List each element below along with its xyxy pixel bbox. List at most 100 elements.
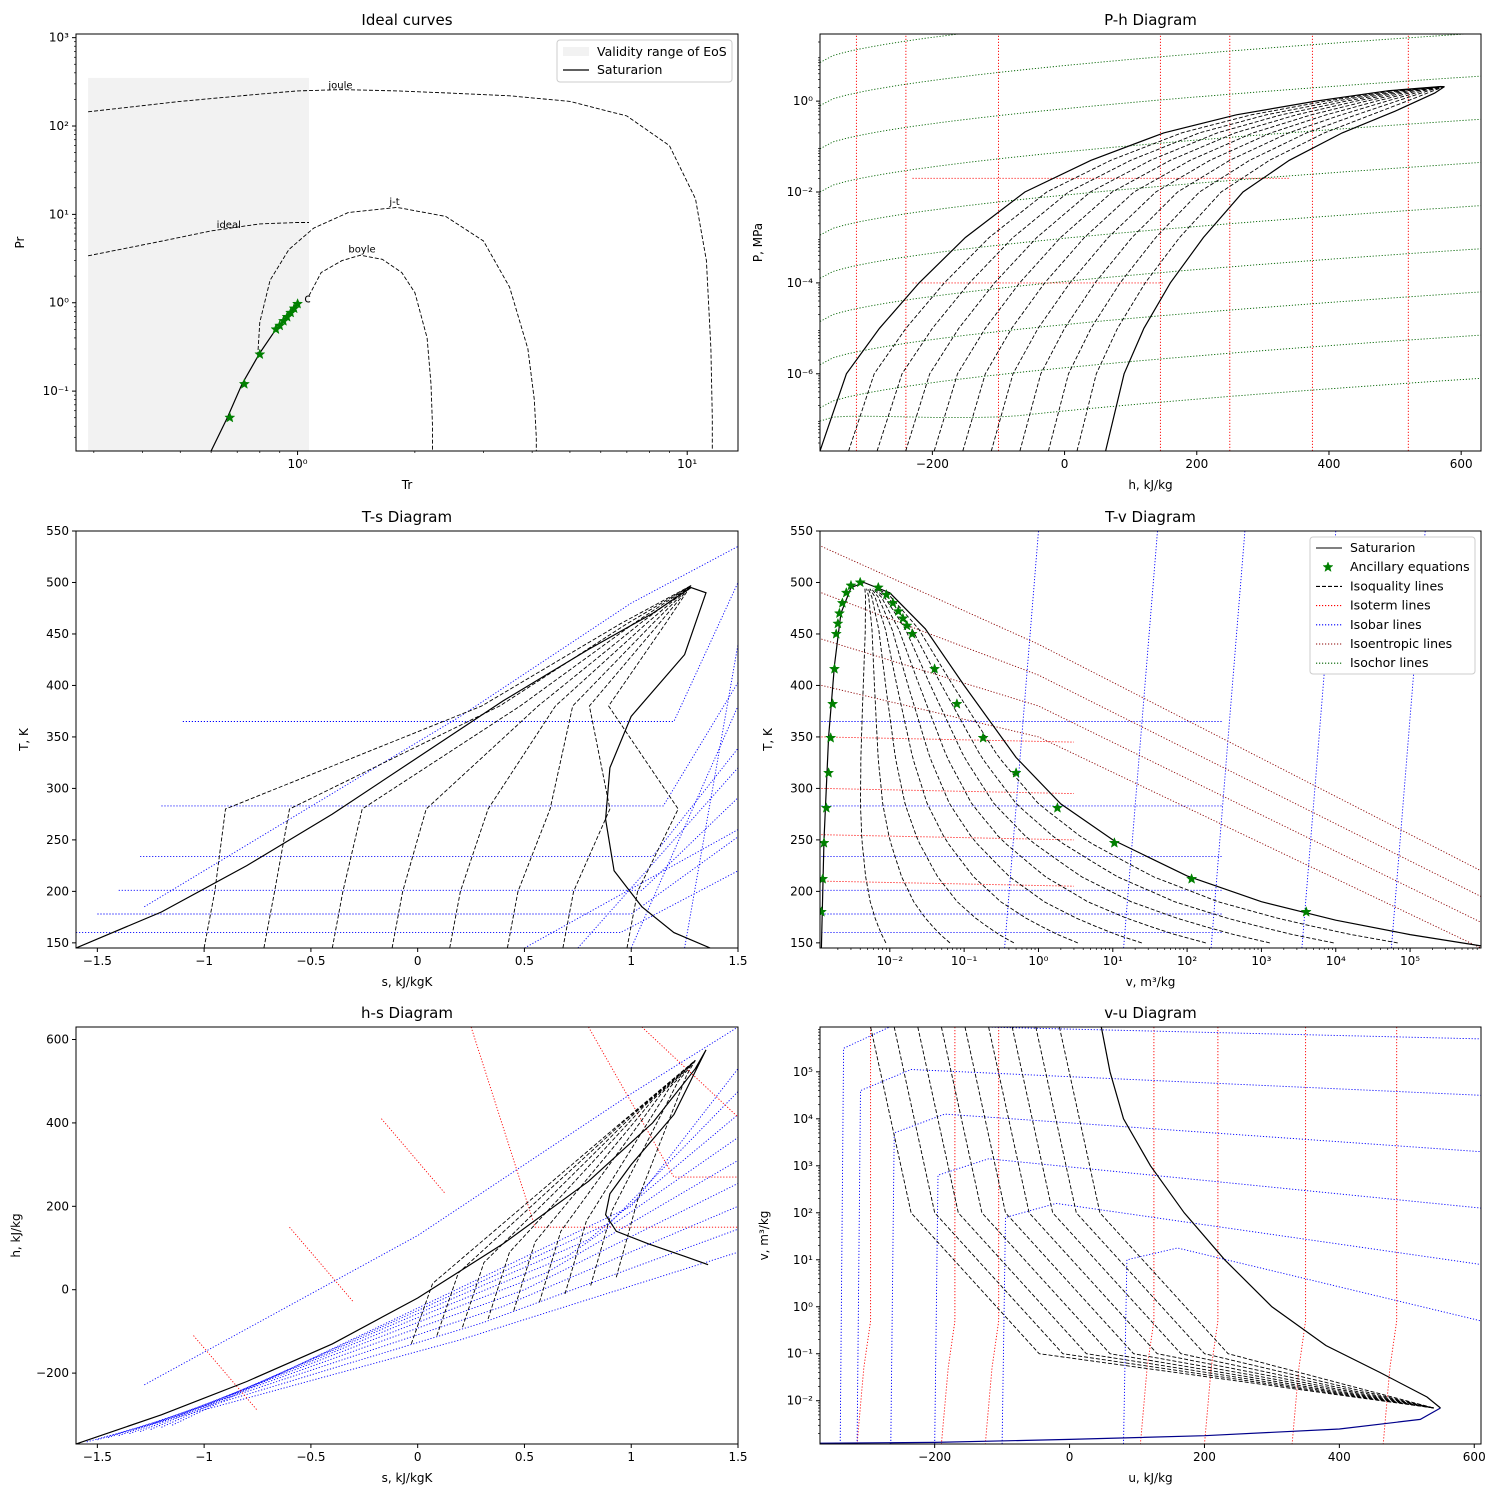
- ancillary-point: [840, 586, 852, 598]
- p3-ytick-label: 350: [46, 730, 69, 744]
- isochor-line: [820, 334, 1481, 409]
- p3-ytick-label: 500: [46, 575, 69, 589]
- p4-axes-frame: [819, 530, 1482, 949]
- isoquality-line: [1047, 86, 1445, 451]
- isoquality-line: [848, 86, 1442, 451]
- p6-xtick-label: 400: [1328, 1450, 1351, 1464]
- isoquality-line: [871, 588, 1142, 944]
- ancillary-point: [820, 802, 832, 813]
- isobar-line: [1210, 531, 1246, 948]
- curve-boyle: [308, 254, 433, 451]
- isotherm-line: [193, 1335, 258, 1411]
- p5-ytick-label: 400: [46, 1116, 69, 1130]
- p6-xtick-label: 0: [1066, 1450, 1074, 1464]
- isobar-line: [1001, 1202, 1481, 1444]
- ancillary-point: [887, 597, 899, 608]
- annotation-ideal: ideal: [217, 220, 241, 231]
- p3-xtick-label: 1: [627, 954, 635, 968]
- isoquality-line: [867, 588, 1015, 944]
- curve-j-t: [257, 206, 537, 451]
- isoquality-line: [933, 86, 1443, 451]
- ancillary-point: [901, 619, 913, 631]
- p1-xtick-label: 10⁰: [288, 457, 308, 471]
- p4-ytick-label: 450: [790, 627, 813, 641]
- p3-ytick-label: 250: [46, 833, 69, 847]
- p5-axes-frame: [75, 1026, 739, 1445]
- p1-title: Ideal curves: [361, 11, 452, 29]
- isobar-line: [630, 705, 738, 948]
- p6-plot-area: [820, 1027, 1481, 1444]
- isoquality-line: [1076, 86, 1445, 451]
- isoquality-line: [562, 585, 692, 948]
- isoquality-line: [263, 585, 692, 948]
- isobar-line: [577, 767, 738, 948]
- p5-title: h-s Diagram: [361, 1004, 453, 1022]
- p4-ytick-label: 400: [790, 678, 813, 692]
- isotherm-line: [470, 1027, 738, 1228]
- ancillary-point: [1010, 767, 1022, 778]
- ancillary-point: [828, 663, 841, 674]
- p3-xtick-label: −1: [195, 954, 213, 968]
- p5-xlabel: s, kJ/kgK: [382, 1471, 434, 1485]
- annotation-joule: joule: [327, 81, 352, 92]
- p6-ylabel: v, m³/kg: [757, 1211, 771, 1261]
- p5-ytick-label: 0: [61, 1283, 69, 1297]
- p4-ytick-label: 350: [790, 730, 813, 744]
- ancillary-point: [906, 628, 918, 639]
- isoquality-line: [487, 1060, 696, 1320]
- p4-ytick-label: 500: [790, 575, 813, 589]
- curve-joule: [88, 89, 713, 451]
- legend-label-saturation: Saturarion: [1350, 540, 1415, 555]
- isobar-line: [1123, 1247, 1481, 1444]
- isoquality-line: [1058, 1027, 1434, 1409]
- isoquality-line: [436, 1060, 696, 1336]
- p2-xtick-label: 0: [1061, 457, 1069, 471]
- p5-ylabel: h, kJ/kg: [9, 1213, 23, 1257]
- ancillary-point: [977, 732, 989, 743]
- annotation-boyle: boyle: [348, 245, 375, 256]
- p4-ytick-label: 300: [790, 781, 813, 795]
- isoquality-line: [893, 1027, 1434, 1409]
- isoquality-line: [905, 86, 1443, 451]
- isoquality-line: [866, 588, 951, 944]
- p4-xtick-label: 10⁴: [1326, 954, 1346, 968]
- ancillary-point: [951, 698, 963, 709]
- ancillary-point: [892, 605, 904, 617]
- p4-xtick-label: 10²: [1177, 954, 1197, 968]
- p6-ytick-label: 10¹: [793, 1253, 813, 1267]
- p4-title: T-v Diagram: [1104, 508, 1196, 526]
- p5-xtick-label: −1: [195, 1450, 213, 1464]
- isobar-line: [856, 1069, 1481, 1444]
- isentropic-line: [821, 592, 1481, 897]
- ancillary-point: [1300, 906, 1312, 917]
- isoquality-line: [1011, 1027, 1434, 1409]
- ancillary-point: [825, 732, 837, 743]
- isentropic-line: [821, 545, 1481, 872]
- p2-title: P-h Diagram: [1104, 11, 1197, 29]
- isobar-line: [150, 1114, 738, 1430]
- p6-ytick-label: 10⁻²: [787, 1394, 814, 1408]
- isobar-line: [86, 1251, 738, 1443]
- isobar-line: [1004, 531, 1039, 948]
- isobar-line: [171, 1068, 738, 1426]
- p2-ytick-label: 10⁰: [793, 94, 813, 108]
- p3-ytick-label: 150: [46, 936, 69, 950]
- p4-plot-area: [820, 531, 1481, 948]
- isobar-line: [97, 836, 738, 915]
- p5-xtick-label: 0.5: [515, 1450, 534, 1464]
- isochor-line: [820, 34, 1472, 106]
- p2-xlabel: h, kJ/kg: [1128, 478, 1172, 492]
- p2-ytick-label: 10⁻²: [787, 185, 814, 199]
- p2-xtick-label: 200: [1185, 457, 1208, 471]
- isotherm-line: [641, 1027, 738, 1128]
- ancillary-point: [1051, 802, 1064, 813]
- ancillary-point: [274, 319, 286, 331]
- p5-xtick-label: 0: [414, 1450, 422, 1464]
- p6-axes-frame: [819, 1026, 1482, 1445]
- p6-title: v-u Diagram: [1104, 1004, 1197, 1022]
- p5-ytick-label: 600: [46, 1033, 69, 1047]
- p2-xtick-label: 600: [1450, 457, 1473, 471]
- saturation-vapor: [1105, 86, 1445, 451]
- isotherm-line: [821, 787, 1074, 795]
